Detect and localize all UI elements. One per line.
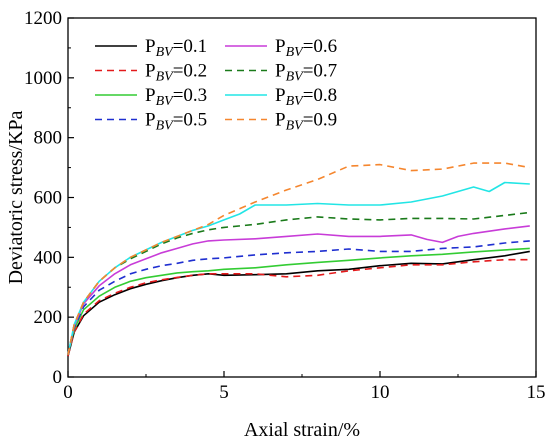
ticks: 0 5 10 15 0 200 400 600 800 1000 1200 (24, 8, 546, 403)
y-tick-label: 1000 (24, 68, 62, 89)
x-axis-label: Axial strain/% (244, 419, 360, 441)
legend-label: PBV=0.1 (145, 36, 207, 60)
legend-label-name: P (275, 61, 286, 82)
series-line-3 (67, 247, 530, 355)
legend-label-subscript: BV (156, 119, 175, 134)
legend-label-name: P (275, 85, 286, 106)
y-tick-label: 800 (34, 128, 63, 149)
legend-label: PBV=0.2 (145, 61, 207, 85)
series-line-4 (67, 240, 530, 355)
y-tick-label: 400 (34, 247, 63, 268)
legend-label-value: =0.2 (173, 61, 207, 82)
legend-label-subscript: BV (286, 119, 305, 134)
legend: PBV=0.1PBV=0.2PBV=0.3PBV=0.5PBV=0.6PBV=0… (95, 36, 337, 134)
x-tick-label: 10 (371, 382, 390, 403)
legend-label-value: =0.9 (303, 110, 337, 131)
legend-label: PBV=0.8 (275, 85, 337, 109)
y-tick-label: 0 (53, 367, 63, 388)
legend-label: PBV=0.5 (145, 110, 207, 134)
legend-label-subscript: BV (286, 94, 305, 109)
legend-label: PBV=0.6 (275, 36, 337, 60)
legend-label-value: =0.5 (173, 110, 207, 131)
legend-label-subscript: BV (286, 70, 305, 85)
legend-label-name: P (275, 36, 286, 57)
series-line-1 (67, 250, 530, 357)
series-line-5 (67, 225, 530, 355)
y-tick-label: 600 (34, 188, 63, 209)
series-line-8 (67, 162, 530, 355)
legend-label: PBV=0.9 (275, 110, 337, 134)
series-lines (67, 162, 530, 357)
x-tick-label: 15 (527, 382, 546, 403)
y-tick-label: 1200 (24, 8, 62, 29)
legend-label-subscript: BV (286, 45, 305, 60)
legend-label-name: P (145, 110, 156, 131)
legend-label-value: =0.6 (303, 36, 337, 57)
legend-label-value: =0.3 (173, 85, 207, 106)
series-line-6 (67, 211, 530, 355)
series-line-7 (67, 181, 530, 355)
legend-label-value: =0.7 (303, 61, 337, 82)
x-tick-label: 5 (219, 382, 229, 403)
legend-label-subscript: BV (156, 70, 175, 85)
y-axis-label: Deviatoric stress/KPa (5, 110, 27, 284)
y-tick-label: 200 (34, 307, 63, 328)
legend-label-value: =0.1 (173, 36, 207, 57)
legend-label-name: P (275, 110, 286, 131)
series-line-2 (67, 258, 530, 357)
legend-label-name: P (145, 85, 156, 106)
x-tick-label: 0 (63, 382, 73, 403)
legend-label-subscript: BV (156, 94, 175, 109)
legend-label: PBV=0.7 (275, 61, 337, 85)
legend-label-name: P (145, 61, 156, 82)
legend-label-value: =0.8 (303, 85, 337, 106)
legend-label: PBV=0.3 (145, 85, 207, 109)
legend-label-subscript: BV (156, 45, 175, 60)
legend-label-name: P (145, 36, 156, 57)
